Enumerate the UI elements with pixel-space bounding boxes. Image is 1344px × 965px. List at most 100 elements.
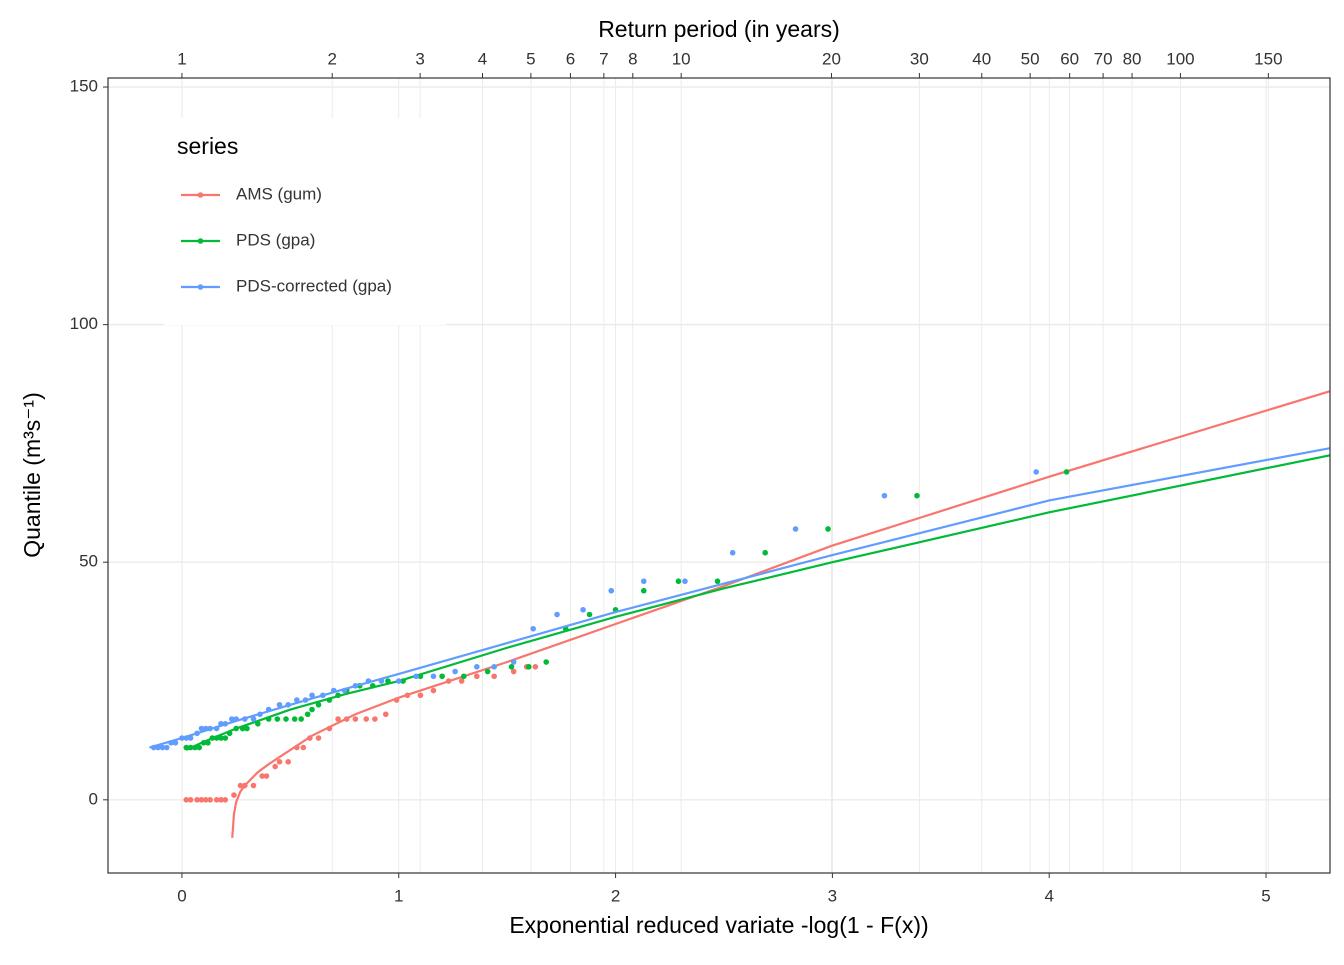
x2-tick-label: 50 bbox=[1021, 49, 1040, 68]
point bbox=[272, 763, 278, 770]
point bbox=[242, 782, 248, 789]
point bbox=[285, 701, 291, 708]
x2-tick-label: 8 bbox=[628, 49, 637, 68]
x2-tick-label: 80 bbox=[1123, 49, 1142, 68]
point bbox=[179, 735, 185, 741]
point bbox=[640, 587, 647, 594]
x-tick-label: 0 bbox=[177, 886, 186, 905]
point bbox=[792, 526, 799, 532]
x2-tick-label: 4 bbox=[478, 49, 487, 68]
point bbox=[304, 711, 311, 718]
point bbox=[172, 739, 179, 746]
point bbox=[250, 782, 257, 789]
x2-tick-label: 70 bbox=[1094, 49, 1113, 68]
point bbox=[237, 782, 244, 789]
point bbox=[640, 578, 647, 585]
point bbox=[198, 797, 205, 803]
point bbox=[183, 744, 190, 751]
point bbox=[586, 611, 593, 618]
point bbox=[491, 663, 497, 670]
legend-label: PDS (gpa) bbox=[236, 230, 315, 249]
point bbox=[183, 797, 190, 803]
point bbox=[439, 673, 445, 680]
point bbox=[491, 673, 497, 680]
point bbox=[302, 697, 309, 703]
point bbox=[250, 716, 257, 722]
point bbox=[307, 735, 313, 741]
point bbox=[320, 692, 326, 699]
point bbox=[400, 678, 406, 684]
point bbox=[309, 706, 315, 713]
point bbox=[233, 716, 239, 722]
point bbox=[675, 578, 682, 585]
point bbox=[352, 682, 359, 689]
point bbox=[222, 720, 229, 727]
point bbox=[155, 744, 161, 751]
point bbox=[300, 744, 307, 751]
marks bbox=[149, 390, 1331, 838]
point bbox=[294, 744, 300, 751]
point bbox=[682, 578, 688, 585]
x2-tick-label: 10 bbox=[672, 49, 691, 68]
x2-tick-label: 30 bbox=[910, 49, 929, 68]
point bbox=[580, 606, 586, 613]
x2-tick-label: 150 bbox=[1254, 49, 1282, 68]
y-tick-label: 150 bbox=[70, 77, 98, 96]
point bbox=[207, 725, 213, 732]
legend-swatch-point bbox=[197, 238, 204, 244]
point bbox=[714, 578, 721, 585]
point bbox=[196, 744, 203, 751]
x2-tick-label: 2 bbox=[327, 49, 336, 68]
point bbox=[413, 673, 419, 680]
x-tick-label: 4 bbox=[1044, 886, 1053, 905]
point bbox=[508, 663, 515, 670]
point bbox=[484, 668, 491, 675]
point bbox=[554, 611, 560, 618]
point bbox=[458, 678, 465, 684]
y-tick-label: 100 bbox=[70, 314, 98, 333]
x2-tick-label: 1 bbox=[177, 49, 186, 68]
point bbox=[335, 716, 341, 722]
point bbox=[263, 773, 270, 779]
point bbox=[276, 701, 283, 708]
legend-label: AMS (gum) bbox=[236, 184, 322, 203]
y-tick-label: 50 bbox=[79, 552, 98, 571]
x-axis-label: Exponential reduced variate -log(1 - F(x… bbox=[509, 912, 928, 938]
x-tick-label: 1 bbox=[394, 886, 403, 905]
point bbox=[1033, 469, 1040, 475]
point bbox=[285, 759, 291, 765]
point bbox=[194, 797, 200, 803]
point bbox=[762, 549, 768, 556]
point bbox=[205, 739, 211, 746]
point bbox=[474, 663, 480, 670]
point bbox=[226, 730, 233, 737]
x-tick-label: 3 bbox=[828, 886, 837, 905]
point bbox=[150, 744, 157, 751]
point bbox=[257, 711, 263, 718]
point bbox=[294, 697, 300, 703]
point bbox=[298, 716, 304, 722]
point bbox=[608, 587, 615, 594]
point bbox=[385, 678, 391, 684]
x-tick-label: 5 bbox=[1261, 886, 1270, 905]
point bbox=[382, 711, 389, 718]
x2-tick-label: 6 bbox=[566, 49, 575, 68]
point bbox=[168, 739, 174, 746]
point bbox=[194, 730, 200, 737]
point bbox=[543, 659, 549, 665]
point bbox=[291, 716, 298, 722]
point bbox=[825, 526, 831, 532]
point bbox=[474, 673, 480, 680]
point bbox=[274, 716, 281, 722]
point bbox=[213, 725, 220, 732]
point bbox=[200, 739, 207, 746]
x2-tick-label: 3 bbox=[415, 49, 424, 68]
point bbox=[378, 678, 385, 684]
point bbox=[218, 797, 224, 803]
point bbox=[233, 725, 239, 732]
point bbox=[159, 744, 166, 751]
x2-tick-label: 100 bbox=[1166, 49, 1194, 68]
point bbox=[255, 720, 261, 727]
point bbox=[202, 797, 209, 803]
x2-tick-label: 40 bbox=[972, 49, 991, 68]
